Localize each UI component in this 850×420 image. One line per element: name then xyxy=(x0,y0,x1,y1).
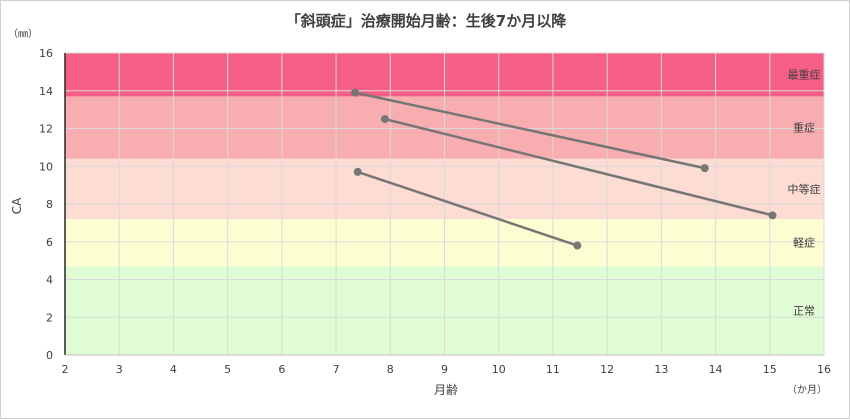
data-point xyxy=(351,88,360,97)
severity-band-label: 軽症 xyxy=(793,236,815,250)
y-tick-label: 4 xyxy=(46,274,53,287)
y-tick-label: 6 xyxy=(46,236,53,249)
series-line xyxy=(354,91,705,170)
severity-band-label: 重症 xyxy=(793,121,815,135)
series-line xyxy=(384,117,773,217)
x-tick-label: 5 xyxy=(224,363,231,376)
data-point xyxy=(380,115,389,124)
y-tick-label: 8 xyxy=(46,198,53,211)
x-axis-title: 月齢 xyxy=(434,382,458,397)
x-tick-label: 7 xyxy=(333,363,340,376)
severity-band-label: 正常 xyxy=(793,305,815,318)
x-tick-label: 10 xyxy=(492,363,506,376)
x-tick-label: 14 xyxy=(709,363,723,376)
x-tick-label: 16 xyxy=(817,363,831,376)
x-tick-label: 8 xyxy=(387,363,394,376)
data-point xyxy=(353,167,362,176)
chart-title: 「斜頭症」治療開始月齢：生後7か月以降 xyxy=(286,12,567,30)
x-unit-label: （か月） xyxy=(787,384,827,396)
x-tick-label: 15 xyxy=(763,363,777,376)
x-tick-label: 4 xyxy=(170,363,177,376)
severity-band-label: 最重症 xyxy=(788,68,821,82)
y-tick-label: 2 xyxy=(46,311,53,324)
series-lines xyxy=(351,88,777,250)
x-tick-label: 13 xyxy=(654,363,668,376)
data-point xyxy=(768,211,777,220)
severity-band-label: 中等症 xyxy=(788,182,821,196)
y-tick-label: 10 xyxy=(39,160,53,173)
x-tick-label: 12 xyxy=(600,363,614,376)
series-line xyxy=(357,170,578,247)
y-axis-title: CA xyxy=(10,197,24,214)
y-tick-label: 16 xyxy=(39,47,53,60)
y-tick-label: 0 xyxy=(46,349,53,362)
data-point xyxy=(700,164,709,173)
x-tick-label: 6 xyxy=(278,363,285,376)
grid-lines xyxy=(65,52,825,355)
x-tick-label: 2 xyxy=(62,363,69,376)
band-labels: 正常 軽症 中等症 重症 最重症 xyxy=(788,68,821,318)
x-tick-label: 3 xyxy=(116,363,123,376)
x-tick-label: 11 xyxy=(546,363,560,376)
y-tick-label: 12 xyxy=(39,123,53,136)
y-unit-label: （㎜） xyxy=(8,28,38,40)
y-tick-label: 14 xyxy=(39,85,53,98)
x-tick-label: 9 xyxy=(441,363,448,376)
data-point xyxy=(573,241,582,250)
